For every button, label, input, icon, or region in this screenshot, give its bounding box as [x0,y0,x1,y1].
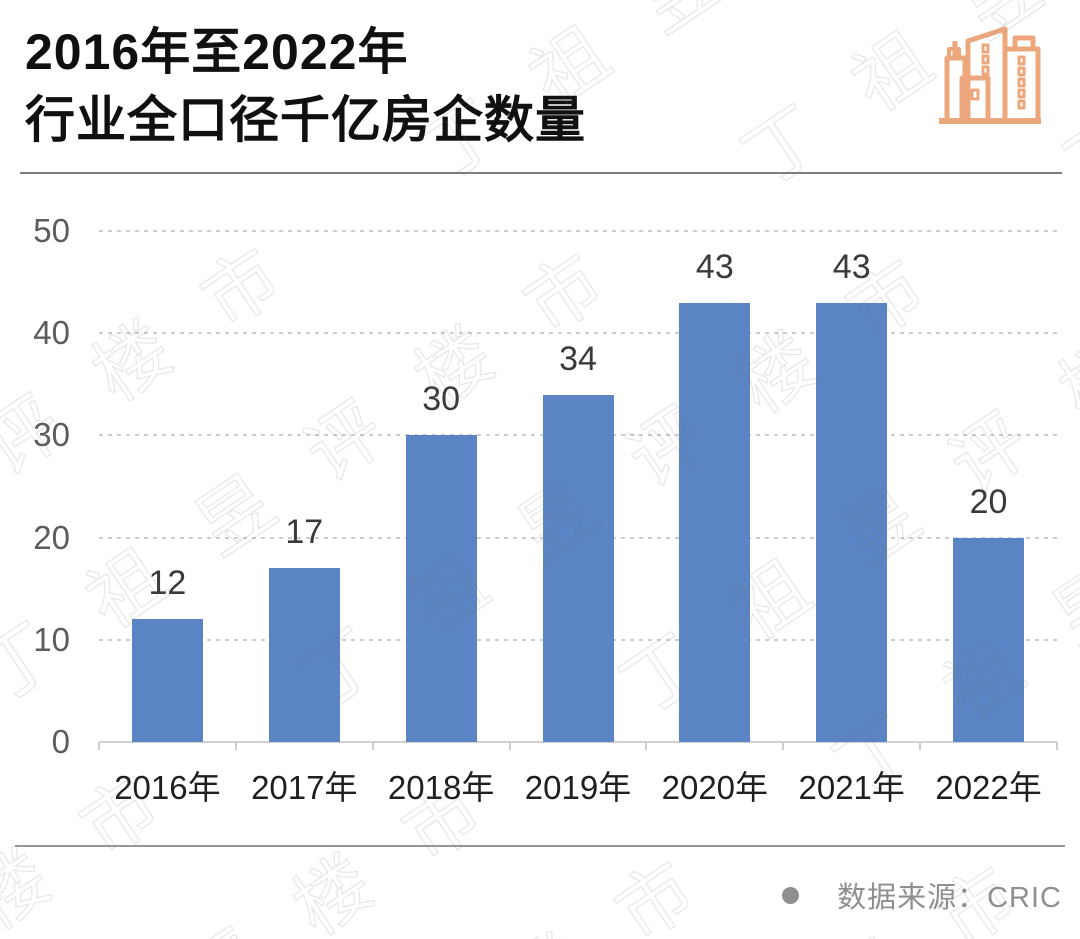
axis-tick [645,742,648,750]
gridline-50 [99,230,1057,232]
bar-value-label: 30 [422,380,461,419]
x-axis-label: 2017年 [251,769,358,806]
bar-value-label: 17 [285,513,324,552]
buildings-icon [939,26,1041,124]
bar-value-label: 12 [148,564,187,603]
bar-2019年 [542,394,614,742]
data-source: 数据来源：CRIC [782,874,1062,916]
x-axis-label: 2020年 [661,769,769,806]
y-axis-label-10: 10 [33,620,70,658]
axis-tick [782,742,785,750]
bar-value-label: 43 [832,247,871,286]
data-source-label: 数据来源：CRIC [837,882,1062,914]
x-axis-label: 2021年 [798,769,905,806]
axis-tick [1056,742,1058,750]
x-axis-label: 2018年 [387,769,495,806]
axis-tick [508,742,511,750]
title-line-2: 行业全口径千亿房企数量 [25,92,586,148]
axis-tick [919,742,922,750]
bar-chart: 0 10 20 30 40 50 12 2016年 17 2017年 30 2018年 34 2019年 4… [0,180,1080,840]
y-axis-label-50: 50 [33,212,70,249]
axis-baseline [99,741,1057,743]
bullet-icon [782,886,800,904]
axis-tick [234,742,237,750]
bar-value-label: 43 [695,247,734,286]
y-axis-label-30: 30 [33,416,70,454]
page-title: 2016年至2022年 行业全口径千亿房企数量 [25,18,586,154]
bar-2022年 [953,537,1025,742]
bar-value-label: 34 [559,339,597,378]
title-line-1: 2016年至2022年 [25,24,409,80]
x-axis-label: 2016年 [114,769,221,806]
bar-2017年 [268,568,340,742]
y-axis-label-40: 40 [33,314,70,352]
footer-divider [15,845,1065,847]
bar-2020年 [679,302,751,742]
bar-2021年 [816,302,888,742]
axis-tick [98,742,100,750]
bar-2016年 [131,619,203,742]
bar-value-label: 20 [969,482,1008,521]
header-divider [20,172,1062,174]
x-axis-label: 2019年 [524,769,632,806]
bar-2018年 [405,435,477,742]
gridline-40 [99,332,1057,335]
y-axis-label-0: 0 [51,723,70,760]
x-axis-label: 2022年 [935,769,1042,806]
axis-tick [371,742,374,750]
y-axis-label-20: 20 [33,518,70,556]
